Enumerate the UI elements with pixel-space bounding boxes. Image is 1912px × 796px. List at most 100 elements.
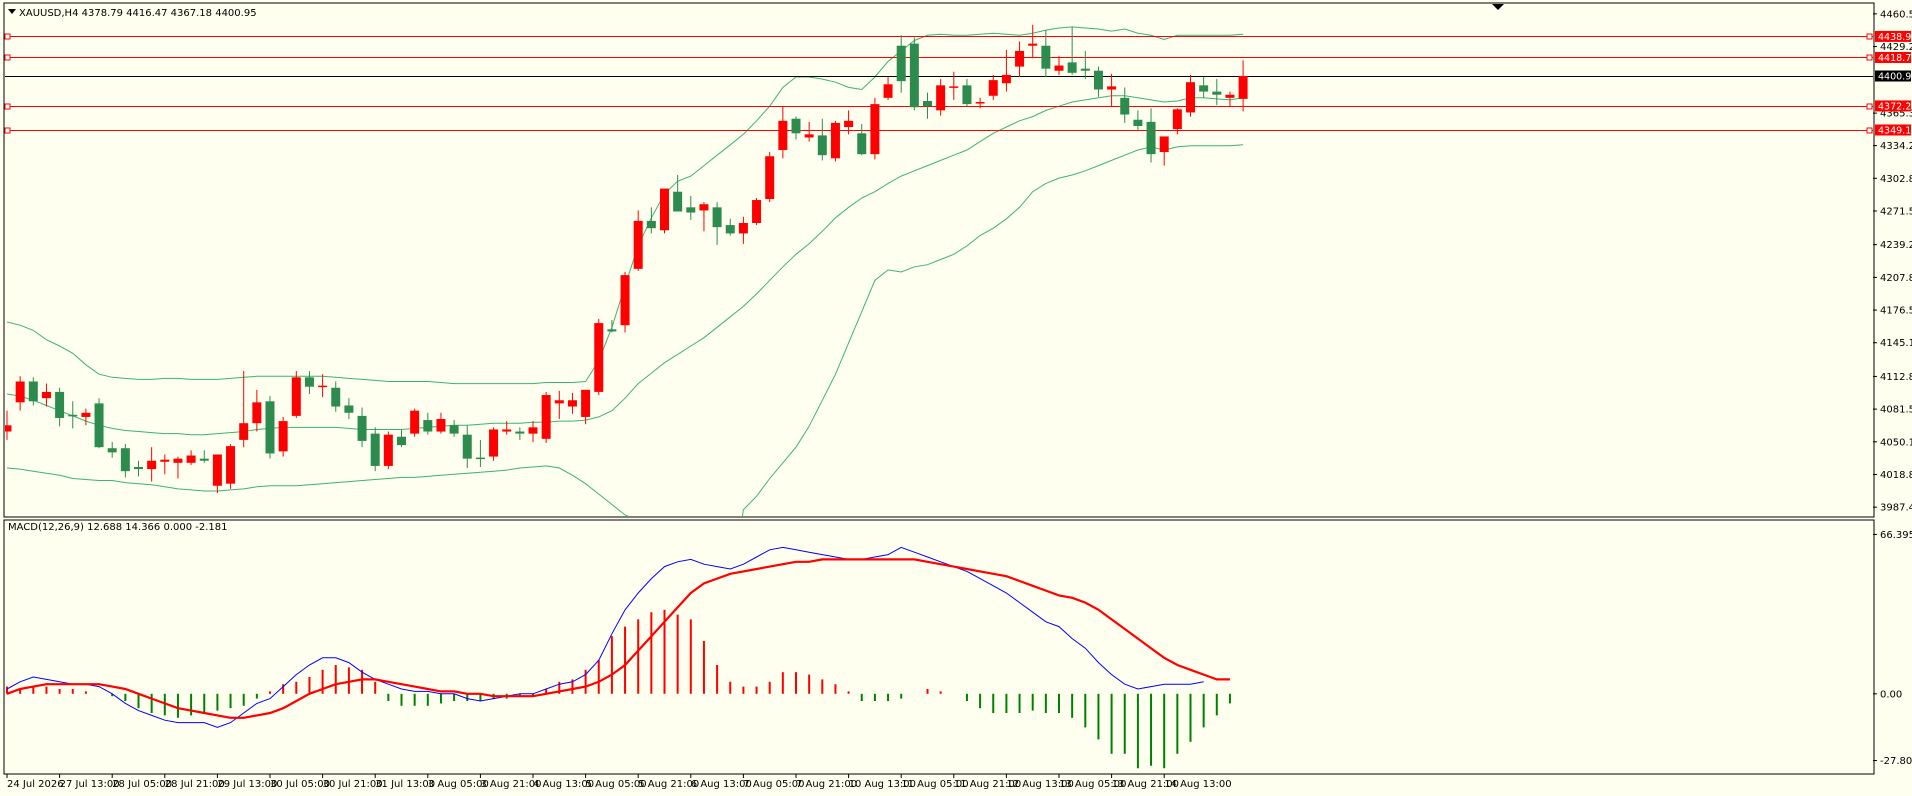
- candle[interactable]: [173, 456, 183, 479]
- candle[interactable]: [15, 376, 25, 411]
- candle[interactable]: [1080, 50, 1090, 80]
- candle[interactable]: [1067, 26, 1077, 75]
- candle[interactable]: [81, 408, 91, 426]
- candle[interactable]: [1107, 73, 1117, 107]
- candle[interactable]: [870, 97, 880, 160]
- level-anchor-icon[interactable]: [4, 103, 11, 110]
- candle[interactable]: [410, 408, 420, 437]
- candle[interactable]: [1199, 76, 1209, 98]
- candle[interactable]: [278, 416, 288, 457]
- candle[interactable]: [765, 152, 775, 203]
- candle[interactable]: [239, 371, 249, 448]
- candle[interactable]: [594, 318, 604, 396]
- candle[interactable]: [28, 377, 38, 406]
- candle[interactable]: [686, 195, 696, 220]
- candle[interactable]: [817, 118, 827, 161]
- candle[interactable]: [120, 444, 130, 478]
- candle[interactable]: [1133, 110, 1143, 132]
- candle[interactable]: [923, 92, 932, 119]
- level-anchor-icon[interactable]: [4, 54, 11, 61]
- candle[interactable]: [1093, 66, 1103, 97]
- candle[interactable]: [673, 175, 683, 212]
- candle[interactable]: [502, 421, 512, 435]
- candle[interactable]: [1001, 49, 1011, 92]
- candle[interactable]: [1225, 91, 1235, 107]
- candle[interactable]: [41, 383, 51, 407]
- candle[interactable]: [436, 412, 446, 434]
- candle[interactable]: [699, 202, 709, 232]
- candle[interactable]: [1054, 56, 1064, 75]
- candle[interactable]: [1172, 108, 1182, 135]
- level-anchor-icon[interactable]: [4, 33, 11, 40]
- candle[interactable]: [528, 421, 538, 442]
- candle[interactable]: [252, 389, 262, 432]
- candle[interactable]: [791, 116, 801, 140]
- candle[interactable]: [212, 454, 222, 494]
- candle[interactable]: [738, 216, 748, 244]
- candle[interactable]: [844, 110, 854, 135]
- candle[interactable]: [291, 371, 301, 418]
- candle[interactable]: [383, 431, 393, 470]
- candle[interactable]: [607, 319, 617, 333]
- candle[interactable]: [1041, 30, 1051, 77]
- candle[interactable]: [620, 271, 630, 333]
- candle[interactable]: [304, 371, 314, 394]
- candle[interactable]: [1212, 79, 1222, 106]
- candle[interactable]: [541, 391, 551, 444]
- candle[interactable]: [949, 71, 959, 100]
- candle[interactable]: [1120, 87, 1130, 123]
- chart-shift-marker-icon[interactable]: [1492, 4, 1504, 10]
- candle[interactable]: [554, 390, 564, 420]
- level-anchor-icon[interactable]: [4, 127, 11, 134]
- candle[interactable]: [370, 427, 380, 472]
- candle[interactable]: [896, 35, 906, 93]
- candle[interactable]: [830, 120, 840, 162]
- candle[interactable]: [134, 460, 143, 477]
- candle[interactable]: [147, 447, 157, 482]
- candle[interactable]: [462, 425, 472, 469]
- candle[interactable]: [567, 392, 577, 414]
- candle[interactable]: [489, 427, 499, 461]
- candle[interactable]: [199, 450, 209, 463]
- symbol-menu-icon[interactable]: [8, 9, 16, 14]
- candle[interactable]: [423, 412, 433, 435]
- level-anchor-icon[interactable]: [1866, 33, 1873, 40]
- candle[interactable]: [1238, 60, 1248, 112]
- candle[interactable]: [752, 197, 762, 226]
- main-pane[interactable]: [3, 2, 1875, 518]
- candle[interactable]: [1146, 108, 1156, 163]
- candle[interactable]: [909, 37, 919, 111]
- candle[interactable]: [660, 188, 669, 234]
- candle[interactable]: [1015, 41, 1025, 77]
- candle[interactable]: [646, 207, 656, 234]
- candle[interactable]: [988, 74, 998, 100]
- level-anchor-icon[interactable]: [1866, 54, 1873, 61]
- candle[interactable]: [226, 444, 236, 489]
- candle[interactable]: [1159, 136, 1169, 166]
- candle[interactable]: [357, 407, 367, 448]
- candle[interactable]: [265, 396, 275, 459]
- candle[interactable]: [160, 454, 170, 475]
- candle[interactable]: [475, 439, 485, 467]
- candle[interactable]: [633, 210, 643, 271]
- candle[interactable]: [68, 401, 78, 429]
- level-anchor-icon[interactable]: [1866, 127, 1873, 134]
- candle[interactable]: [962, 79, 972, 107]
- candle[interactable]: [778, 106, 788, 159]
- candle[interactable]: [344, 398, 354, 420]
- candle[interactable]: [94, 398, 104, 449]
- candle[interactable]: [725, 218, 735, 236]
- candle[interactable]: [397, 429, 406, 448]
- candle[interactable]: [3, 410, 12, 440]
- candle[interactable]: [1028, 24, 1038, 59]
- candle[interactable]: [107, 441, 117, 458]
- candle[interactable]: [55, 387, 65, 427]
- candle[interactable]: [515, 427, 525, 440]
- candle[interactable]: [331, 381, 341, 412]
- macd-pane[interactable]: [3, 519, 1875, 775]
- candle[interactable]: [186, 450, 196, 465]
- candle[interactable]: [804, 121, 814, 142]
- candle[interactable]: [318, 374, 328, 398]
- candle[interactable]: [1186, 74, 1195, 117]
- candle[interactable]: [449, 420, 459, 437]
